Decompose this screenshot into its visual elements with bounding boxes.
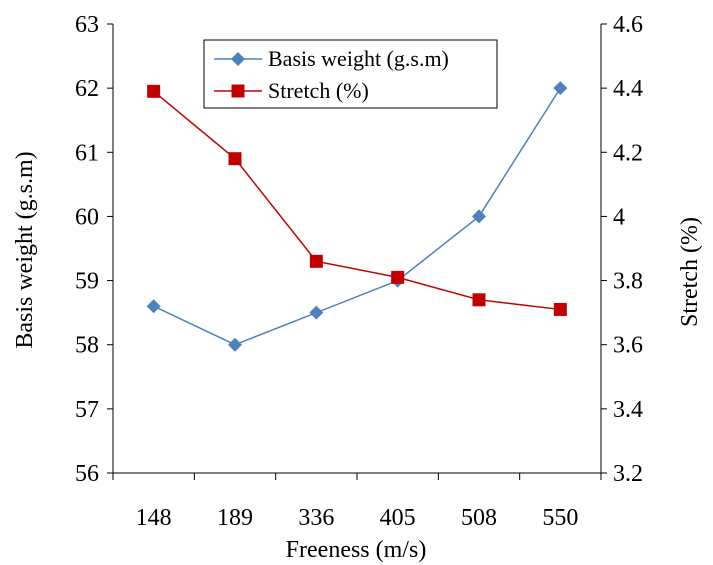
x-tick-labels: 148 189 336 405 508 550: [136, 505, 579, 531]
data-point-square: [228, 152, 242, 166]
x-tick-label: 336: [298, 505, 334, 531]
data-point-square: [147, 84, 161, 98]
right-y-tick-label: 4.4: [613, 76, 643, 102]
left-y-tick-labels: 56 57 58 59 60 61 62 63: [75, 12, 99, 487]
data-point-diamond: [472, 209, 486, 224]
right-y-tick-label: 4.6: [613, 12, 643, 38]
legend-box: [203, 39, 498, 109]
data-point-diamond: [553, 81, 568, 96]
left-y-tick-label: 63: [75, 12, 99, 38]
data-point-diamond: [146, 299, 161, 314]
legend-label-basis-weight: Basis weight (g.s.m): [268, 46, 449, 71]
right-y-axis-title: Stretch (%): [677, 217, 703, 327]
data-point-square: [309, 254, 323, 268]
legend-label-stretch: Stretch (%): [268, 78, 369, 103]
left-y-tick-label: 58: [75, 333, 99, 359]
right-y-tick-label: 4.2: [613, 140, 643, 166]
x-tick-label: 189: [217, 505, 253, 531]
data-point-square: [553, 302, 567, 316]
data-point-square: [391, 270, 405, 284]
series-stretch: [147, 84, 567, 316]
left-y-axis-title: Basis weight (g.s.m): [12, 151, 38, 348]
series-line: [153, 87, 561, 346]
legend-item-stretch: Stretch (%): [214, 78, 369, 103]
left-y-tick-label: 57: [75, 397, 99, 423]
series-line: [153, 90, 561, 311]
right-y-tick-labels: 3.2 3.4 3.6 3.8 4 4.2 4.4 4.6: [613, 12, 643, 487]
legend: Basis weight (g.s.m) Stretch (%): [203, 39, 498, 109]
left-y-tick-label: 62: [75, 76, 99, 102]
left-y-tick-label: 61: [75, 140, 99, 166]
axes: [107, 23, 607, 480]
x-tick-label: 405: [380, 505, 416, 531]
x-tick-label: 550: [542, 505, 578, 531]
right-y-tick-label: 3.2: [613, 461, 643, 487]
right-y-tick-label: 3.4: [613, 397, 643, 423]
series-basis-weight: [146, 81, 568, 352]
left-y-tick-label: 56: [75, 461, 99, 487]
right-y-tick-label: 4: [613, 204, 625, 230]
x-tick-label: 508: [461, 505, 497, 531]
x-tick-label: 148: [136, 505, 172, 531]
right-y-tick-label: 3.6: [613, 333, 643, 359]
series-layer: [146, 81, 568, 352]
legend-diamond-icon: [231, 52, 245, 66]
right-y-tick-label: 3.8: [613, 269, 643, 295]
x-axis-title: Freeness (m/s): [286, 537, 427, 563]
data-point-square: [472, 293, 486, 307]
data-point-diamond: [228, 337, 242, 352]
left-y-tick-label: 59: [75, 269, 99, 295]
legend-item-basis-weight: Basis weight (g.s.m): [214, 46, 449, 71]
left-y-tick-label: 60: [75, 204, 99, 230]
data-point-diamond: [309, 305, 324, 320]
legend-square-icon: [231, 84, 245, 98]
